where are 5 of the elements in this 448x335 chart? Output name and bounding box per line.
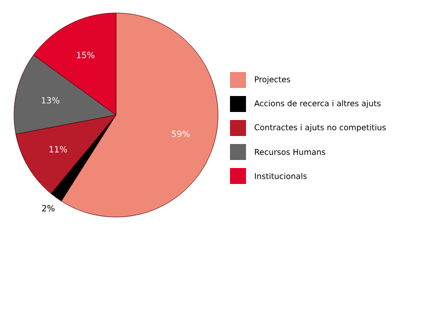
data-label: 11% xyxy=(50,146,67,152)
data-label: 15% xyxy=(76,52,94,58)
data-label: 13% xyxy=(42,97,60,104)
data-label: 2% xyxy=(42,205,55,212)
data-label: 59% xyxy=(172,130,190,137)
